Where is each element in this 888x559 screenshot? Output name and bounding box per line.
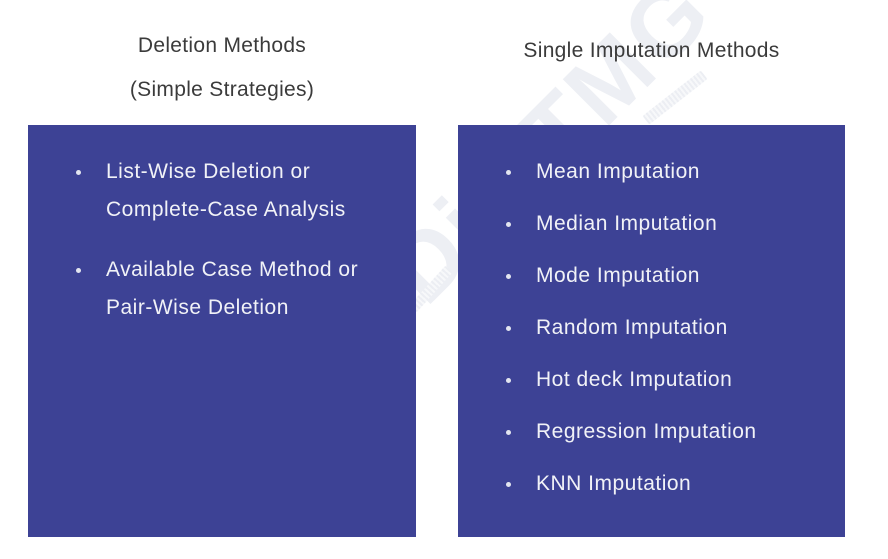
list-item: Regression Imputation <box>458 420 845 444</box>
list-item-line: Pair-Wise Deletion <box>106 296 289 319</box>
list-item-label: Regression Imputation <box>536 420 757 443</box>
bullet-icon <box>506 482 511 487</box>
single-imputation-methods-list: Mean Imputation Median Imputation Mode I… <box>458 125 845 496</box>
list-item-label: Median Imputation <box>536 212 718 235</box>
bullet-icon <box>506 430 511 435</box>
list-item: KNN Imputation <box>458 472 845 496</box>
list-item-label: Hot deck Imputation <box>536 368 733 391</box>
list-item: Mean Imputation <box>458 160 845 184</box>
list-item: Median Imputation <box>458 212 845 236</box>
bullet-icon <box>76 268 81 273</box>
deletion-methods-title-line2: (Simple Strategies) <box>129 78 315 101</box>
list-item-line: List-Wise Deletion or <box>106 160 311 183</box>
deletion-methods-title-line1: Deletion Methods <box>137 34 307 57</box>
single-imputation-methods-title: Single Imputation Methods <box>523 39 780 62</box>
bullet-icon <box>506 274 511 279</box>
list-item-label: Mean Imputation <box>536 160 700 183</box>
bullet-icon <box>506 170 511 175</box>
bullet-icon <box>506 378 511 383</box>
deletion-methods-list: List-Wise Deletion or Complete-Case Anal… <box>28 125 416 327</box>
list-item-label: Mode Imputation <box>536 264 700 287</box>
list-item-line: Available Case Method or <box>106 258 359 281</box>
list-item-line: Complete-Case Analysis <box>106 198 346 221</box>
list-item-label: Random Imputation <box>536 316 728 339</box>
deletion-methods-title: Deletion Methods (Simple Strategies) <box>28 24 416 112</box>
list-item: Available Case Method or Pair-Wise Delet… <box>28 251 416 327</box>
deletion-methods-panel: List-Wise Deletion or Complete-Case Anal… <box>28 125 416 537</box>
list-item: Mode Imputation <box>458 264 845 288</box>
bullet-icon <box>506 326 511 331</box>
list-item: List-Wise Deletion or Complete-Case Anal… <box>28 153 416 229</box>
bullet-icon <box>506 222 511 227</box>
list-item: Hot deck Imputation <box>458 368 845 392</box>
list-item: Random Imputation <box>458 316 845 340</box>
single-imputation-methods-panel: Mean Imputation Median Imputation Mode I… <box>458 125 845 537</box>
bullet-icon <box>76 170 81 175</box>
list-item-label: KNN Imputation <box>536 472 692 495</box>
